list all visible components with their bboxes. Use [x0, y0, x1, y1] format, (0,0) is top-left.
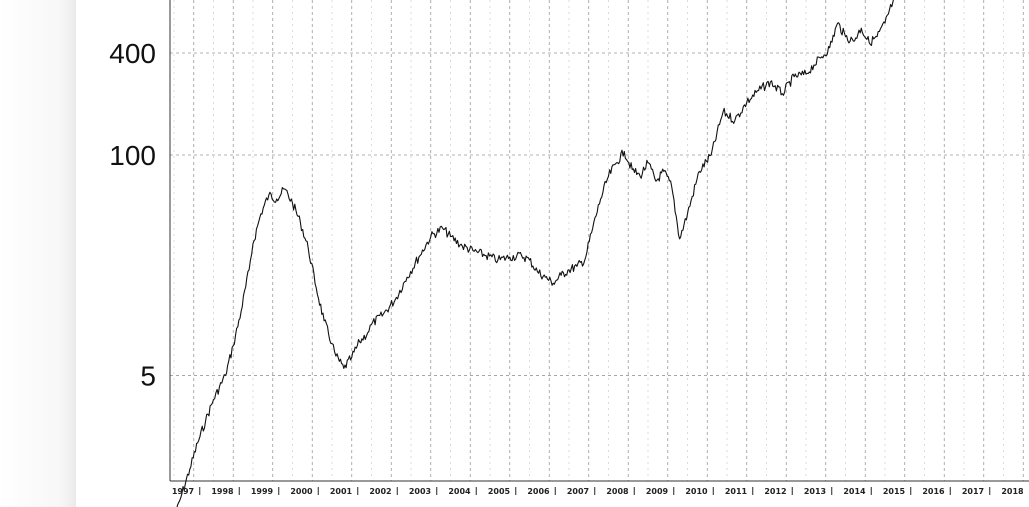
y-tick-label: 400	[109, 38, 156, 69]
x-tick-label: 2005	[488, 487, 511, 496]
x-tick-label: 2016	[922, 487, 945, 496]
x-tick-label: 1997	[172, 487, 194, 496]
x-tick-label: 2008	[606, 487, 629, 496]
axes	[169, 0, 1029, 495]
y-tick-label: 5	[140, 360, 156, 391]
labels: 400 100 5 1997 1998 1999 2000 2001 2002 2003 2004 2…	[109, 38, 1024, 496]
x-tick-label: 2010	[685, 487, 708, 496]
x-tick-label: 2018	[1001, 487, 1024, 496]
x-tick-label: 2015	[883, 487, 906, 496]
left-edge-shadow	[0, 0, 76, 507]
x-tick-label: 2004	[448, 487, 471, 496]
x-tick-label: 2006	[527, 487, 550, 496]
x-tick-label: 2011	[725, 487, 748, 496]
x-tick-label: 1999	[251, 487, 274, 496]
gridlines	[170, 0, 1029, 481]
x-tick-label: 2013	[804, 487, 826, 496]
y-tick-label: 100	[109, 140, 156, 171]
x-tick-label: 2002	[369, 487, 391, 496]
x-tick-label: 2017	[962, 487, 984, 496]
x-tick-label: 2000	[290, 487, 313, 496]
x-tick-label: 2001	[330, 487, 353, 496]
x-tick-label: 1998	[211, 487, 234, 496]
series-layer	[176, 0, 894, 507]
x-tick-label: 2012	[764, 487, 786, 496]
price-line	[176, 0, 894, 507]
x-tick-label: 2007	[567, 487, 589, 496]
x-tick-label: 2003	[409, 487, 431, 496]
x-tick-label: 2009	[646, 487, 669, 496]
x-tick-label: 2014	[843, 487, 866, 496]
